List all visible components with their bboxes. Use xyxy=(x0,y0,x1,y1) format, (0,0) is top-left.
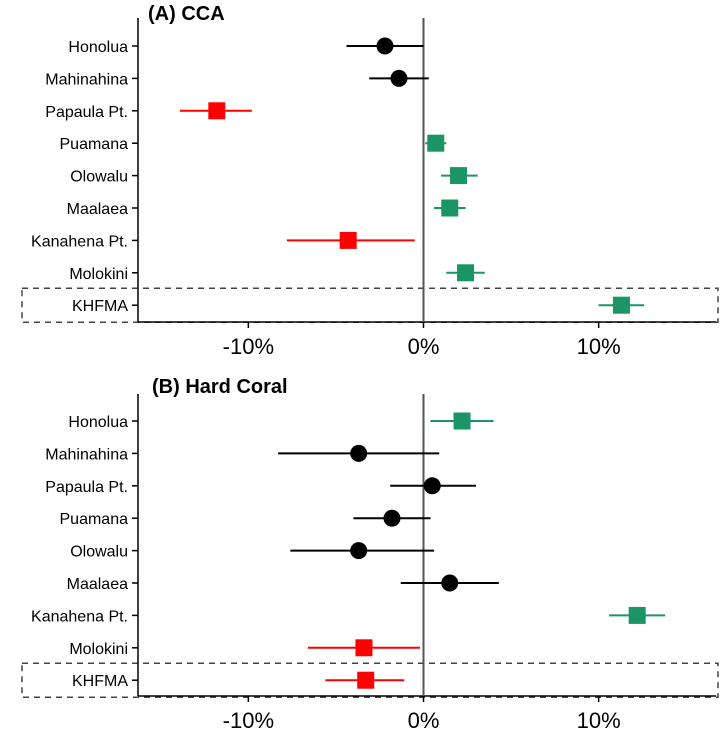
site-label: Kanahena Pt. xyxy=(31,608,128,625)
point-circle xyxy=(383,509,401,527)
x-tick-label: 0% xyxy=(408,334,440,359)
point-square xyxy=(339,231,357,249)
site-label: Molokini xyxy=(69,641,128,658)
site-label: Papaula Pt. xyxy=(45,104,128,121)
site-label: Puamana xyxy=(60,511,129,528)
highlight-box xyxy=(21,662,719,698)
site-label: Olowalu xyxy=(70,544,128,561)
site-label: KHFMA xyxy=(72,298,128,315)
x-tick-label: 10% xyxy=(577,334,621,359)
site-label: Mahinahina xyxy=(45,446,128,463)
panel-title: (A) CCA xyxy=(148,3,225,25)
point-circle xyxy=(423,477,441,495)
point-circle xyxy=(441,574,459,592)
site-label: Puamana xyxy=(60,136,129,153)
panel-hard-coral: (B) Hard Coral -10% 0% 10% Honolua Mahinahina… xyxy=(21,376,719,733)
point-square xyxy=(355,639,373,657)
panel-cca: (A) CCA -10% 0% 10% Honolua Mahinahina Papaula… xyxy=(21,3,719,359)
point-square xyxy=(453,412,471,430)
point-square xyxy=(208,102,226,120)
point-square xyxy=(612,296,630,314)
point-square xyxy=(450,167,468,185)
site-label: Papaula Pt. xyxy=(45,479,128,496)
point-circle xyxy=(350,542,368,560)
x-tick-label: 10% xyxy=(577,708,621,733)
site-label: Maalaea xyxy=(67,576,128,593)
site-label: Kanahena Pt. xyxy=(31,233,128,250)
point-square xyxy=(441,199,459,217)
point-circle xyxy=(390,69,408,87)
point-circle xyxy=(376,37,394,55)
x-tick-label: -10% xyxy=(223,708,274,733)
site-label: Molokini xyxy=(69,266,128,283)
point-square xyxy=(457,264,475,282)
point-square xyxy=(357,671,375,689)
x-tick-label: 0% xyxy=(408,708,440,733)
panel-title: (B) Hard Coral xyxy=(152,376,288,398)
site-label: Honolua xyxy=(68,414,128,431)
site-label: Maalaea xyxy=(67,201,128,218)
point-square xyxy=(427,134,445,152)
site-label: KHFMA xyxy=(72,673,128,690)
site-label: Honolua xyxy=(68,39,128,56)
site-label: Olowalu xyxy=(70,169,128,186)
point-circle xyxy=(350,444,368,462)
site-label: Mahinahina xyxy=(45,71,128,88)
point-square xyxy=(628,606,646,624)
x-tick-label: -10% xyxy=(223,334,274,359)
